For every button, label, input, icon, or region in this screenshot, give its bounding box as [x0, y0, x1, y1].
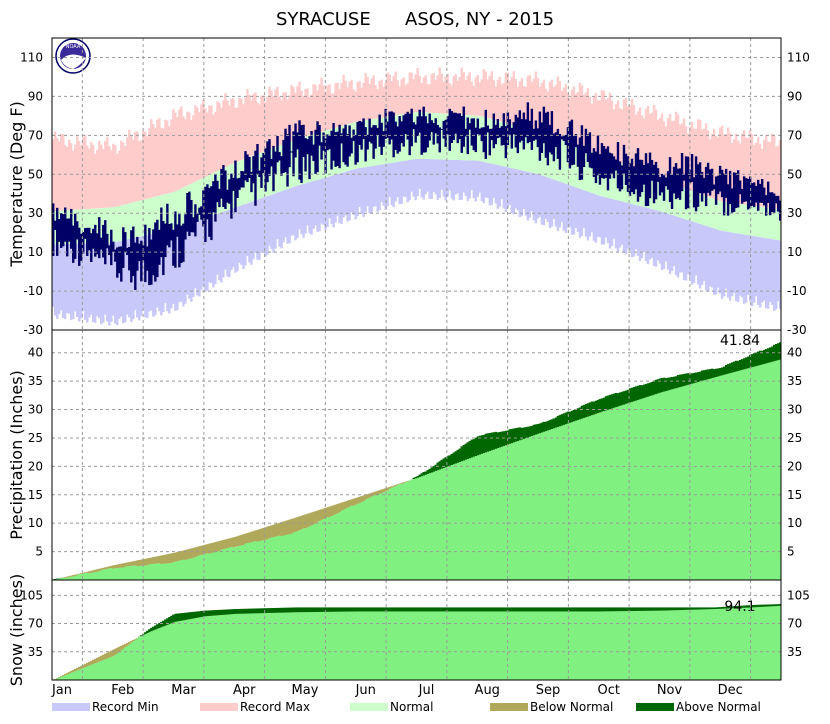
logo-text: NOAA	[66, 44, 81, 50]
y-tick-label-left: 30	[28, 206, 43, 220]
observed-temperature-bar	[485, 110, 487, 159]
below-normal-bar	[134, 639, 136, 640]
below-normal-bar	[60, 676, 62, 677]
observed-temperature-bar	[174, 211, 176, 267]
precipitation-total-label: 41.84	[720, 333, 760, 349]
below-normal-bar	[402, 482, 404, 483]
y-tick-label-right: 20	[787, 459, 802, 473]
observed-temperature-bar	[224, 170, 226, 209]
x-axis: Jan Feb Mar Apr May Jun Jul Aug Sep Oct Nov Dec	[51, 683, 743, 698]
y-tick-label-right: 40	[787, 346, 802, 360]
observed-temperature-bar	[256, 144, 258, 175]
x-tick-label: Nov	[657, 683, 683, 698]
below-normal-bar	[58, 677, 60, 678]
y-tick-label-left: 70	[28, 617, 43, 631]
y-tick-label-right: 70	[787, 128, 802, 142]
y-tick-label-left: 30	[28, 403, 43, 417]
y-tick-label-left: 5	[35, 545, 43, 559]
observed-temperature-bar	[439, 127, 441, 152]
y-tick-label-left: 90	[28, 89, 43, 103]
below-normal-bar	[74, 575, 76, 576]
legend-label: Below Normal	[530, 700, 613, 714]
observed-temperature-bar	[338, 125, 340, 168]
x-tick-label: Mar	[171, 683, 196, 698]
y-tick-label-left: -30	[23, 323, 43, 337]
temperature-panel: -30 -30 -10 -10 10 10 30 30 50 50 70 70 90 90 110 110 Te…	[7, 38, 810, 337]
y-tick-label-right: 10	[787, 516, 802, 530]
x-tick-label: Oct	[598, 683, 620, 698]
snow-normal-area	[54, 606, 781, 680]
observed-temperature-bar	[463, 107, 465, 147]
x-tick-label: Feb	[111, 683, 134, 698]
below-normal-bar	[396, 484, 398, 485]
y-tick-label-left: 15	[28, 488, 43, 502]
y-tick-label-right: 15	[787, 488, 802, 502]
y-tick-label-left: 10	[28, 516, 43, 530]
y-tick-label-left: 40	[28, 346, 43, 360]
noaa-logo: NOAA	[56, 39, 90, 73]
legend-swatch	[52, 703, 90, 711]
observed-temperature-bar	[681, 153, 683, 191]
y-tick-label-right: -10	[787, 284, 807, 298]
below-normal-bar	[404, 482, 406, 483]
chart-title: SYRACUSE ASOS, NY - 2015	[276, 9, 554, 30]
below-normal-bar	[132, 640, 134, 641]
y-tick-label-left: 70	[28, 128, 43, 142]
legend-label: Above Normal	[676, 700, 761, 714]
below-normal-bar	[394, 485, 396, 486]
y-tick-label-left: 10	[28, 245, 43, 259]
y-tick-label-right: -30	[787, 323, 807, 337]
observed-temperature-bar	[268, 139, 270, 176]
y-tick-label-left: 25	[28, 431, 43, 445]
x-tick-label: Apr	[233, 683, 256, 698]
x-tick-label: Aug	[475, 683, 500, 698]
legend-swatch	[490, 703, 528, 711]
x-tick-label: May	[292, 683, 319, 698]
y-tick-label-right: 30	[787, 403, 802, 417]
x-tick-label: Jul	[418, 683, 435, 698]
legend-swatch	[350, 703, 388, 711]
y-tick-label-right: 105	[787, 588, 810, 602]
legend: Record Min Record Max Normal Below Normal Ab…	[52, 700, 761, 714]
legend-label: Record Min	[92, 700, 159, 714]
precipitation-normal-area	[54, 360, 781, 580]
legend-label: Record Max	[240, 700, 310, 714]
x-tick-label: Jan	[51, 683, 72, 698]
y-tick-label-left: 35	[28, 645, 43, 659]
precipitation-y-axis-label: Precipitation (Inches)	[7, 370, 26, 540]
snow-y-axis-label: Snow (inches)	[7, 574, 26, 686]
y-tick-label-right: 90	[787, 89, 802, 103]
y-tick-label-left: 20	[28, 459, 43, 473]
x-tick-label: Dec	[718, 683, 743, 698]
y-tick-label-left: 35	[28, 374, 43, 388]
above-normal-bar	[140, 635, 142, 636]
y-tick-label-right: 10	[787, 245, 802, 259]
y-tick-label-left: 110	[20, 50, 43, 64]
x-tick-label: Jun	[355, 683, 376, 698]
legend-label: Normal	[390, 700, 433, 714]
observed-temperature-bar	[288, 125, 290, 167]
y-tick-label-right: 110	[787, 50, 810, 64]
y-tick-label-right: 25	[787, 431, 802, 445]
y-tick-label-right: 5	[787, 545, 795, 559]
temperature-y-axis-label: Temperature (Deg F)	[7, 101, 26, 268]
y-tick-label-left: -10	[23, 284, 43, 298]
legend-swatch	[200, 703, 238, 711]
legend-swatch	[636, 703, 674, 711]
x-tick-label: Sep	[536, 683, 561, 698]
y-tick-label-left: 50	[28, 167, 43, 181]
y-tick-label-right: 35	[787, 645, 802, 659]
y-tick-label-right: 35	[787, 374, 802, 388]
y-tick-label-right: 70	[787, 617, 802, 631]
y-tick-label-right: 50	[787, 167, 802, 181]
y-tick-label-right: 30	[787, 206, 802, 220]
